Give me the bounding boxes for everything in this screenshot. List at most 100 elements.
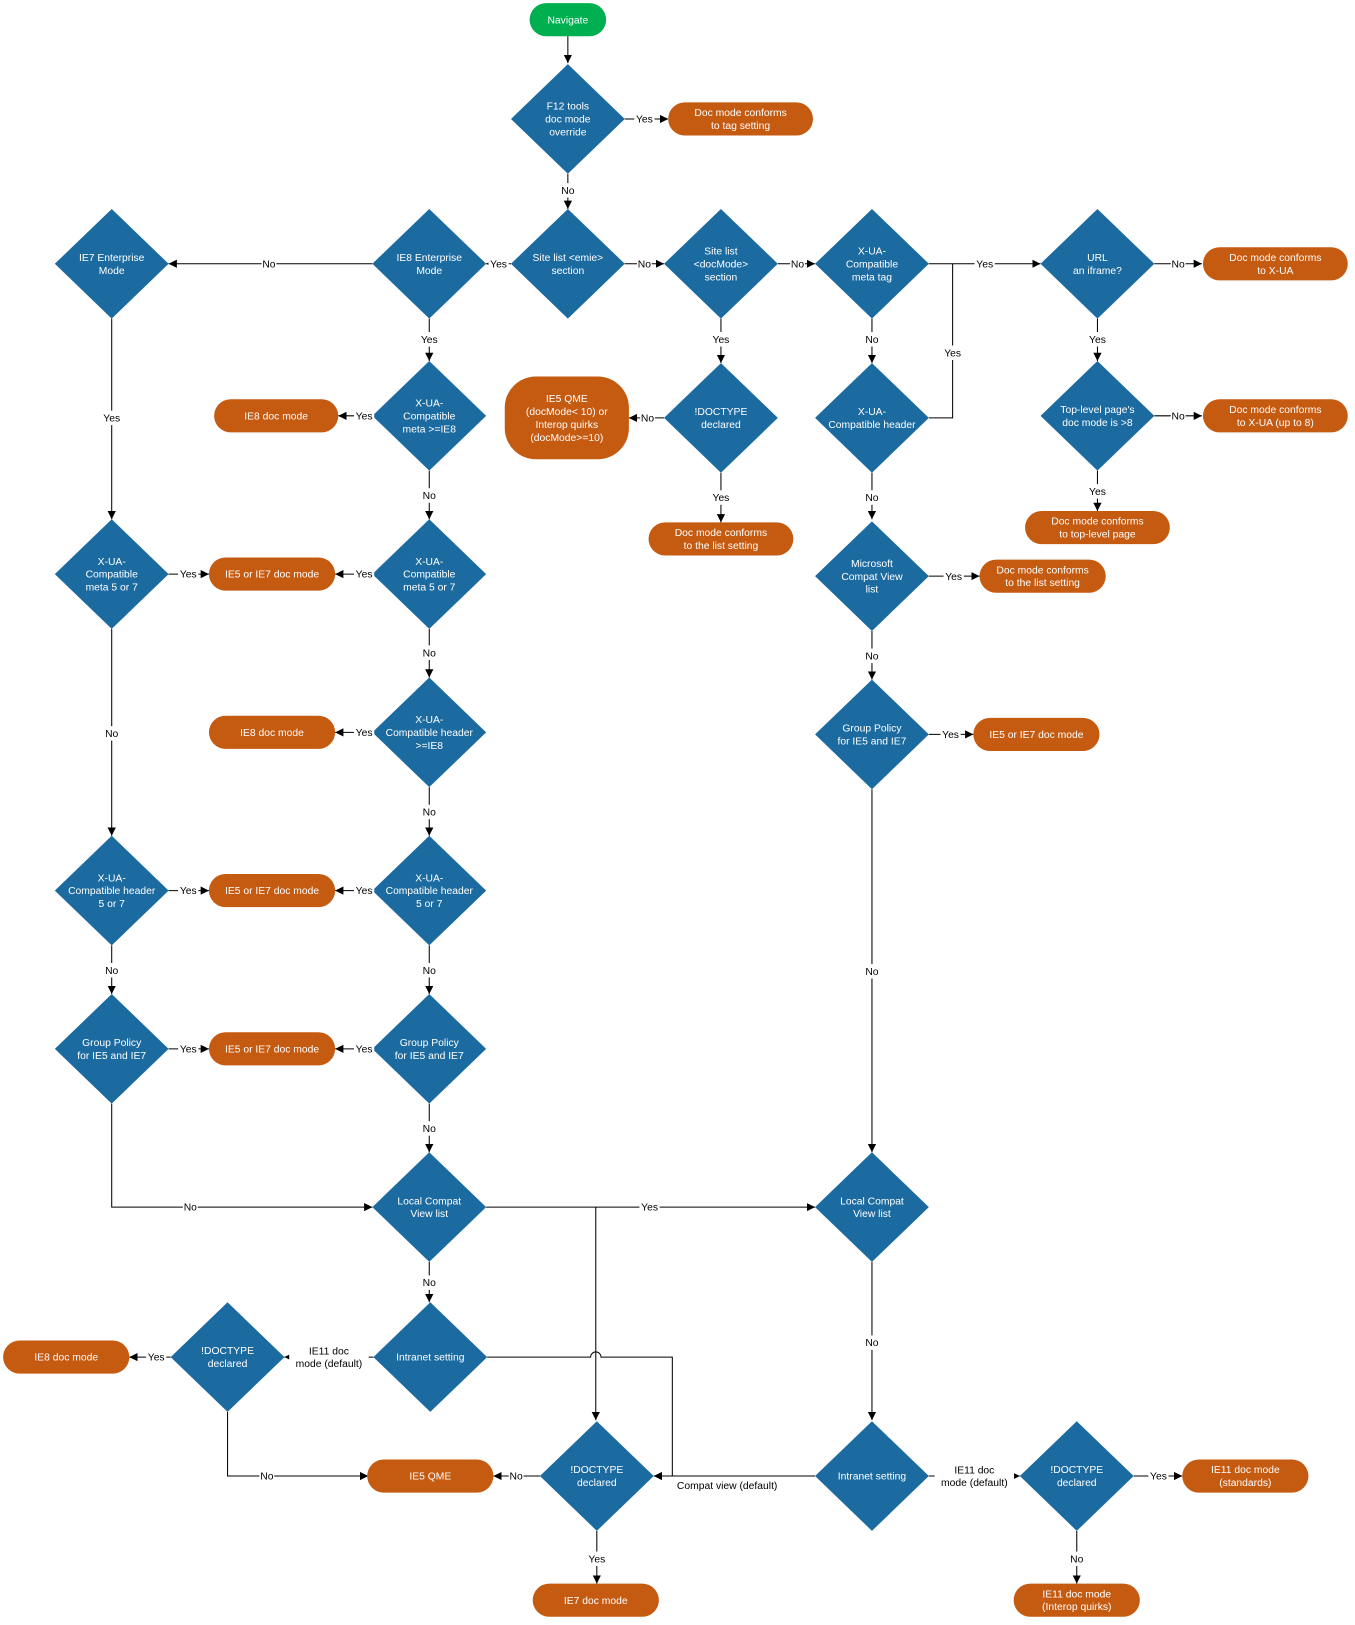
connector-label: No (184, 1203, 197, 1214)
connector-label: No (1172, 259, 1185, 270)
connector-label-bg (353, 725, 375, 740)
node-label: to top-level page (1059, 530, 1136, 541)
node-label: X-UA- (98, 557, 126, 568)
node-label: Doc mode conforms (1051, 517, 1143, 528)
connector-labels: Yes No Yes No No No Yes No Yes Yes No Yes Yes Yes No No… (101, 111, 1186, 1567)
node-label: Site list <emie> (533, 253, 604, 264)
node-xua-header: X-UA- Compatible header (815, 363, 929, 473)
connector-label-bg (940, 727, 961, 742)
node-label: IE8 doc mode (240, 728, 304, 739)
connector-label-bg (182, 1199, 198, 1215)
node-label: Doc mode conforms (1229, 405, 1321, 416)
node-label: declared (701, 420, 741, 431)
node-label: X-UA- (415, 399, 443, 410)
connector-label: Yes (180, 886, 197, 897)
connector-label: Yes (356, 1044, 373, 1055)
connector-label-bg (864, 1335, 880, 1350)
node-ie7-ent: IE7 Enterprise Mode (54, 208, 169, 319)
node-label: 5 or 7 (416, 899, 443, 910)
connector-label-bg (1087, 332, 1108, 347)
connector-label: No (1172, 411, 1185, 422)
node-label: Compatible (403, 570, 455, 581)
node-navigate: Navigate (529, 3, 607, 37)
connector-label-bg (864, 332, 880, 347)
connector-label-bg (488, 256, 509, 272)
node-label: Compatible header (828, 420, 916, 431)
node-label: Microsoft (851, 559, 893, 570)
node-label: F12 tools (547, 102, 589, 113)
connector-label-bg (790, 256, 805, 272)
connector-label: Yes (713, 335, 730, 346)
node-label: IE5 QME (546, 394, 588, 405)
node-label: URL (1087, 253, 1108, 264)
connector-label-bg (353, 566, 375, 582)
node-label: Local Compat (840, 1196, 904, 1207)
connector-label: Yes (356, 728, 373, 739)
node-label: declared (208, 1359, 248, 1370)
node-ie8-doc-2: IE8 doc mode (208, 715, 336, 749)
node-local-m: Local Compat View list (372, 1152, 487, 1262)
node-label: !DOCTYPE (695, 407, 748, 418)
node-label: Compatible header (68, 886, 156, 897)
node-label: declared (577, 1478, 617, 1489)
node-conforms-list-1: Doc mode conforms to the list setting (648, 522, 794, 556)
node-xua-meta-ie8: X-UA-Compatible meta >=IE8 (372, 361, 487, 471)
node-intranet-r: Intranet setting (815, 1421, 929, 1531)
node-doctype-r: !DOCTYPE declared (1019, 1421, 1134, 1531)
outcome-terminal (1182, 1459, 1309, 1493)
node-group-l: Group Policy for IE5 and IE7 (54, 994, 169, 1104)
connector-label: No (260, 1472, 273, 1483)
connector-label-bg (178, 566, 199, 582)
connector-label-bg (261, 256, 277, 272)
node-ie5ie7-1: IE5 or IE7 doc mode (208, 557, 336, 591)
node-group-m: Group Policy for IE5 and IE7 (372, 994, 487, 1104)
decision-diamond (372, 994, 487, 1104)
node-label: Intranet setting (396, 1353, 465, 1364)
outcome-terminal (1013, 1583, 1140, 1617)
connector-label: Yes (148, 1353, 165, 1364)
decision-diamond (372, 519, 487, 629)
node-label: Top-level page's (1060, 405, 1134, 416)
node-label: IE5 QME (409, 1472, 451, 1483)
connector-label-bg (1087, 484, 1108, 499)
outcome-terminal (208, 874, 336, 908)
node-label: IE11 doc mode (1042, 1589, 1111, 1600)
node-ms-compat: Microsoft Compat View list (815, 521, 929, 631)
node-label: !DOCTYPE (201, 1346, 254, 1357)
outcome-terminal (1025, 510, 1170, 545)
outcome-terminal (367, 1459, 494, 1493)
node-label: to X-UA (1257, 266, 1293, 277)
node-label: X-UA- (415, 873, 443, 884)
connector-label: Yes (713, 493, 730, 504)
connector-label: Yes (1150, 1472, 1167, 1483)
node-label: section (705, 272, 738, 283)
connector-label-bg (586, 1551, 607, 1567)
outcome-terminal (532, 1583, 659, 1617)
node-f12: F12 tools doc mode override (510, 64, 625, 174)
node-label: (docMode>=10) (530, 433, 603, 444)
node-ie11-quirks: IE11 doc mode (Interop quirks) (1013, 1583, 1140, 1617)
node-label: Compatible header (386, 886, 474, 897)
node-label: Doc mode conforms (675, 528, 767, 539)
connector-label-bg (508, 1468, 524, 1484)
decision-diamond (170, 1302, 285, 1412)
connector-label-bg (421, 645, 437, 660)
node-ie5ie7-r: IE5 or IE7 doc mode (973, 717, 1100, 751)
connector-label-bg (668, 1478, 786, 1493)
node-conforms-top: Doc mode conforms to top-level page (1025, 510, 1170, 545)
node-label: IE5 or IE7 doc mode (225, 1044, 319, 1055)
node-conforms-xua: Doc mode conforms to X-UA (1202, 247, 1348, 281)
connector-label: No (865, 493, 878, 504)
node-doctype-l: !DOCTYPE declared (170, 1302, 285, 1412)
node-label: IE5 or IE7 doc mode (225, 570, 319, 581)
node-label: <docMode> (694, 259, 749, 270)
node-label: override (549, 128, 587, 139)
node-ie7-doc: IE7 doc mode (532, 1583, 659, 1617)
connector-label: No (791, 259, 804, 270)
node-label: to X-UA (up to 8) (1237, 418, 1314, 429)
node-label: Intranet setting (838, 1472, 907, 1483)
connector-label: Yes (945, 572, 962, 583)
node-label: View list (853, 1209, 891, 1220)
node-label: >=IE8 (415, 741, 443, 752)
node-label: View list (410, 1209, 448, 1220)
